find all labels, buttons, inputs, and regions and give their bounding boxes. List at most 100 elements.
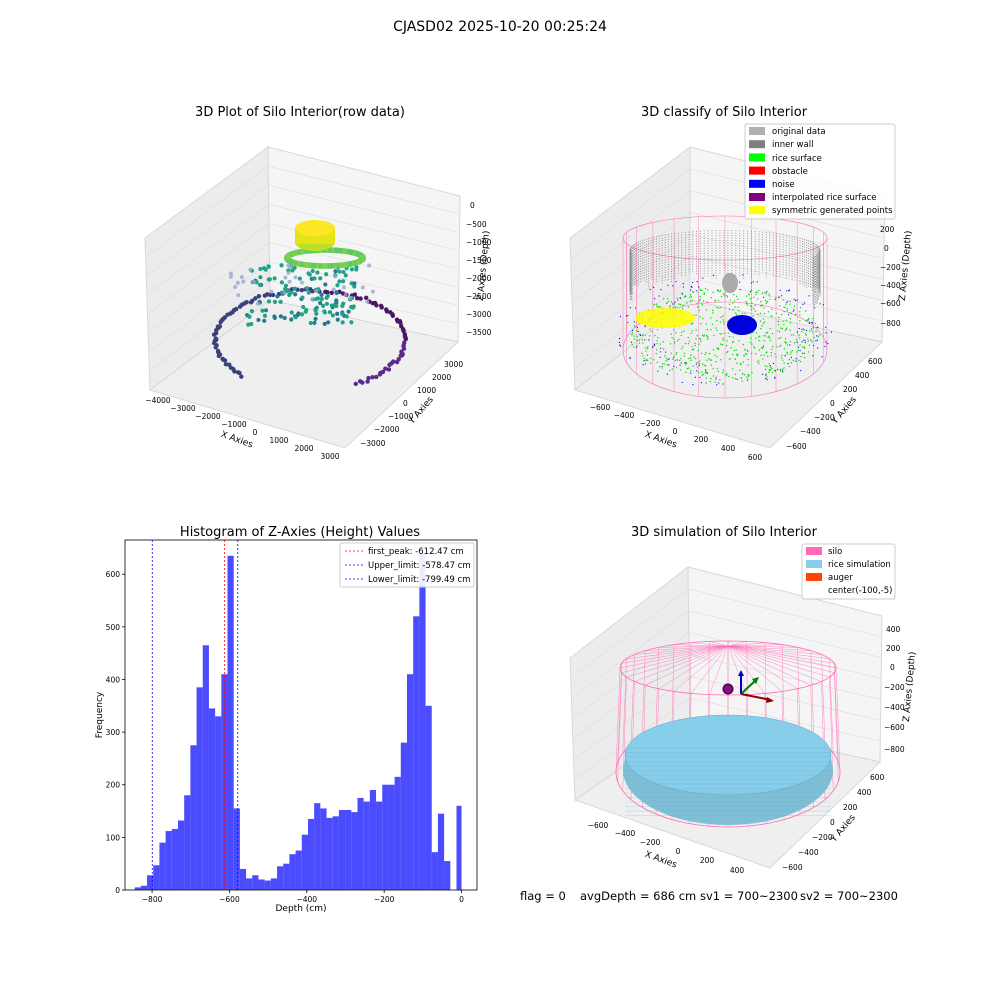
- classify-ytick: 200: [843, 385, 858, 394]
- classify-rice-point: [790, 351, 792, 353]
- simulation-silo-roof-line: [727, 645, 798, 648]
- raw-title: 3D Plot of Silo Interior(row data): [195, 105, 405, 120]
- classify-rice-point: [683, 352, 686, 355]
- classify-noise-point: [825, 326, 827, 328]
- classify-rice-point: [763, 307, 765, 309]
- classify-rice-point: [683, 355, 685, 357]
- raw-point: [236, 293, 241, 298]
- classify-noise-point: [779, 289, 781, 291]
- histogram-bar: [258, 879, 265, 890]
- classify-rice-point: [699, 289, 702, 292]
- classify-noise-point: [665, 351, 667, 353]
- legend-upper-limit-label: Upper_limit: -578.47 cm: [368, 561, 471, 571]
- classify-rice-point: [632, 346, 635, 348]
- classify-rice-point: [746, 378, 749, 380]
- grid-line: [268, 204, 460, 252]
- classify-rice-point: [811, 341, 813, 343]
- classify-rice-point: [723, 292, 726, 294]
- classify-rice-point: [642, 355, 644, 357]
- classify-rice-point: [796, 338, 798, 341]
- status-sv2: sv2 = 700~2300: [800, 889, 898, 903]
- raw-point: [283, 283, 289, 288]
- raw-xtick: −2000: [195, 412, 221, 421]
- classify-noise-point: [651, 346, 654, 348]
- classify-rice-point: [679, 303, 682, 306]
- histogram-bar: [437, 813, 445, 890]
- raw-point: [314, 311, 319, 316]
- classify-rice-point: [785, 303, 787, 305]
- simulation-silo-roof-line: [727, 645, 766, 694]
- classify-rice-point: [763, 335, 765, 337]
- simulation-silo-wall-line: [708, 641, 710, 718]
- classify-rice-point: [703, 292, 705, 294]
- classify-rice-point: [723, 332, 726, 334]
- classify-rice-point: [705, 372, 707, 374]
- raw-point: [401, 346, 407, 351]
- classify-rice-point: [726, 340, 728, 342]
- classify-rice-point: [703, 335, 705, 337]
- classify-rice-point: [801, 330, 803, 333]
- classify-noise-point: [772, 362, 775, 365]
- classify-noise-point: [666, 373, 668, 375]
- classify-noise-point: [766, 291, 768, 293]
- raw-point: [278, 299, 283, 304]
- raw-point: [292, 265, 297, 270]
- classify-noise-point: [679, 364, 681, 366]
- classify-rice-point: [758, 339, 760, 342]
- classify-noise-point: [788, 290, 790, 292]
- classify-ytick: 400: [855, 371, 870, 380]
- raw-point: [384, 309, 390, 314]
- histogram-bar: [171, 828, 178, 890]
- simulation-silo-wall-line: [689, 642, 692, 721]
- classify-noise-point: [781, 295, 783, 297]
- classify-rice-point: [728, 303, 731, 306]
- classify-rice-point: [800, 355, 802, 358]
- simulation-silo-wall-line: [829, 658, 834, 754]
- classify-rice-point: [736, 362, 738, 364]
- classify-rice-point: [723, 321, 725, 323]
- classify-noise-point: [752, 281, 754, 283]
- classify-rice-point: [698, 337, 701, 340]
- classify-rice-point: [720, 295, 723, 298]
- classify-noise-point: [742, 373, 744, 375]
- classify-rice-point: [636, 335, 638, 338]
- classify-rice-point: [663, 355, 666, 357]
- classify-rice-point: [645, 350, 647, 352]
- raw-point: [217, 324, 223, 329]
- simulation-silo-wall-line: [746, 641, 748, 718]
- classify-noise-point: [685, 295, 687, 297]
- raw-point: [288, 264, 293, 269]
- classify-noise-point: [804, 341, 806, 343]
- raw-point: [307, 272, 312, 277]
- classify-rice-point: [786, 351, 789, 354]
- raw-point: [325, 293, 330, 298]
- classify-noise-point: [643, 360, 645, 362]
- simulation-silo-wall-line: [821, 654, 826, 745]
- classify-xtick: 400: [721, 444, 736, 453]
- raw-point: [329, 290, 334, 296]
- classify-rice-point: [684, 363, 686, 365]
- raw-point: [278, 314, 283, 319]
- raw-point: [335, 317, 340, 322]
- classify-rice-point: [764, 365, 767, 367]
- classify-rice-point: [705, 323, 708, 325]
- classify-rice-point: [686, 368, 689, 370]
- classify-noise-point: [802, 303, 804, 305]
- simulation-ytick: −400: [798, 848, 819, 857]
- classify-ytick: −600: [786, 442, 807, 451]
- classify-noise-point: [769, 364, 771, 367]
- classify-rice-point: [689, 357, 692, 359]
- classify-rice-point: [768, 369, 771, 372]
- histogram-bar: [153, 865, 160, 890]
- grid-line: [689, 212, 884, 259]
- classify-rice-point: [699, 298, 701, 300]
- simulation-silo-roof-line: [727, 645, 822, 682]
- classify-rice-point: [761, 347, 764, 350]
- classify-rice-point: [766, 300, 769, 303]
- classify-noise-point: [756, 281, 758, 283]
- simulation-silo-roof-line: [658, 645, 729, 689]
- classify-rice-point: [732, 353, 734, 356]
- classify-rice-point: [808, 317, 810, 320]
- grid-line: [688, 610, 882, 659]
- classify-rice-point: [761, 292, 764, 295]
